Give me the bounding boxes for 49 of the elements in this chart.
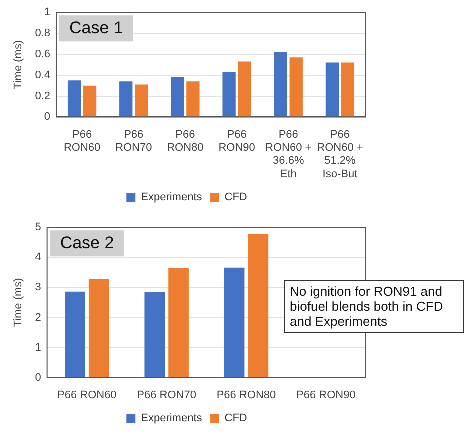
y-tick-label: 0.8 xyxy=(35,28,50,40)
bar xyxy=(83,86,97,117)
x-tick-label: P66 RON90 xyxy=(218,128,256,154)
bar xyxy=(238,62,252,117)
x-tick-label: P66 RON70 xyxy=(137,389,196,402)
bar xyxy=(120,82,133,117)
y-tick-label: 0.6 xyxy=(35,48,50,60)
y-tick-label: 1 xyxy=(35,342,42,354)
bar xyxy=(168,268,189,378)
y-tick-label: 3 xyxy=(35,282,42,294)
bar xyxy=(68,80,82,117)
x-tick-label: P66 RON90 xyxy=(296,389,356,402)
bar xyxy=(135,84,148,117)
y-tick-label: 0 xyxy=(35,372,42,384)
x-tick-label: P66 RON60 xyxy=(57,389,117,402)
x-tick-label: P66 RON80 xyxy=(167,128,204,154)
legend-label: CFD xyxy=(224,412,248,425)
bar xyxy=(224,268,245,378)
annotation: No ignition for RON91 and biofuel blends both in CFD and Experiments xyxy=(284,280,464,334)
legend-label: Experiments xyxy=(141,412,203,425)
x-tick-label: P66 RON70 xyxy=(116,128,152,154)
y-tick-label: 5 xyxy=(35,222,42,234)
y-tick-label: 4 xyxy=(35,252,42,264)
legend-label: Experiments xyxy=(141,192,203,204)
bar xyxy=(274,52,288,117)
bar xyxy=(290,58,303,117)
x-tick-label: P66 RON60 + 51.2% Iso-But xyxy=(317,128,364,180)
bar xyxy=(222,72,236,117)
y-axis-title: Time (ms) xyxy=(12,40,25,90)
bar xyxy=(186,82,200,117)
bar xyxy=(326,62,340,117)
y-axis-title: Time (ms) xyxy=(12,278,25,328)
y-tick-label: 0.2 xyxy=(35,90,50,102)
bar xyxy=(248,234,269,378)
x-tick-label: P66 RON80 xyxy=(216,389,276,402)
chart-title: Case 2 xyxy=(60,233,114,252)
y-tick-label: 0.4 xyxy=(35,69,50,82)
x-tick-label: P66 RON60 + 36.6% Eth xyxy=(266,128,312,180)
chart-title: Case 1 xyxy=(69,18,124,38)
bar xyxy=(144,292,166,378)
x-tick-label: P66 RON60 xyxy=(64,128,101,154)
bar xyxy=(65,292,86,378)
bar xyxy=(341,62,355,117)
bar xyxy=(171,77,184,117)
bar xyxy=(88,278,110,378)
y-tick-label: 2 xyxy=(35,312,42,324)
y-tick-label: 0 xyxy=(44,111,50,124)
legend-label: CFD xyxy=(224,192,248,204)
y-tick-label: 1 xyxy=(44,6,50,19)
